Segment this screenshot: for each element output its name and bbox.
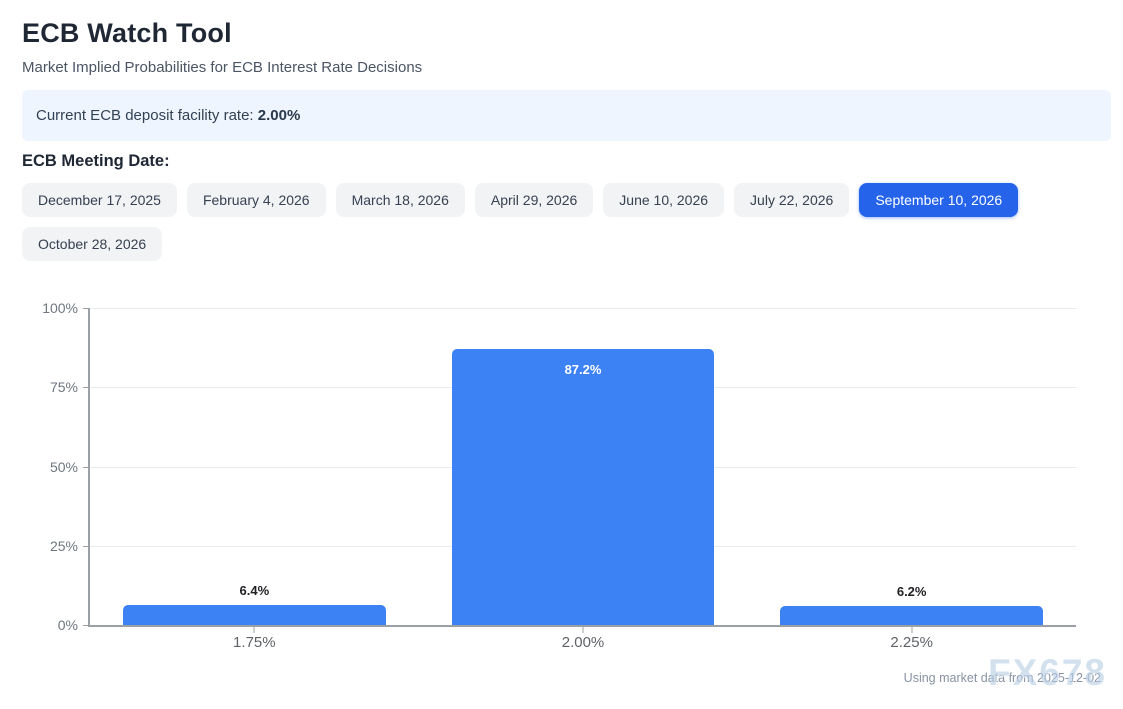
x-axis-label: 2.00% <box>561 634 605 652</box>
x-axis-tick <box>911 627 913 634</box>
x-axis-label: 2.25% <box>890 634 933 652</box>
meeting-date-button[interactable]: June 10, 2026 <box>603 183 725 218</box>
probability-chart: 0% 25% 50% 75% 100% 6.4% 1.75% 87.2% 2.00% 6.2% 2.… <box>22 300 1076 651</box>
probability-bar[interactable] <box>451 348 715 626</box>
page-title: ECB Watch Tool <box>22 18 232 48</box>
y-axis-label: 50% <box>49 458 78 475</box>
y-axis-label: 25% <box>49 537 78 554</box>
current-rate-banner: Current ECB deposit facility rate: 2.00% <box>22 90 1111 141</box>
y-axis-tick <box>83 466 89 468</box>
y-axis-label: 100% <box>42 300 78 317</box>
probability-bar[interactable] <box>780 605 1044 626</box>
gridline <box>90 308 1076 310</box>
bar-value-label: 6.4% <box>239 582 270 598</box>
y-axis-tick <box>83 625 89 627</box>
meeting-date-button[interactable]: October 28, 2026 <box>22 227 163 262</box>
x-axis-tick <box>582 627 584 634</box>
bar-value-label: 6.2% <box>896 583 927 599</box>
y-axis-tick <box>83 545 89 547</box>
current-rate-value: 2.00% <box>257 107 301 124</box>
meeting-date-button-selected[interactable]: September 10, 2026 <box>859 183 1019 218</box>
meeting-date-list: December 17, 2025 February 4, 2026 March 1… <box>22 183 1101 262</box>
x-axis-label: 1.75% <box>233 634 276 652</box>
y-axis-label: 0% <box>57 617 78 634</box>
meeting-date-button[interactable]: April 29, 2026 <box>474 183 594 218</box>
y-axis-tick <box>83 387 89 389</box>
meeting-date-button[interactable]: December 17, 2025 <box>22 183 177 218</box>
page-subtitle: Market Implied Probabilities for ECB Int… <box>22 59 423 76</box>
meeting-date-heading: ECB Meeting Date: <box>22 152 170 170</box>
current-rate-label: Current ECB deposit facility rate: <box>36 107 258 124</box>
chart-plot-area: 0% 25% 50% 75% 100% 6.4% 1.75% 87.2% 2.00% 6.2% 2.… <box>42 300 1076 651</box>
data-date-note: Using market data from 2025-12-02 <box>903 671 1101 686</box>
probability-bar[interactable] <box>122 604 386 626</box>
y-axis-label: 75% <box>49 379 78 396</box>
meeting-date-button[interactable]: July 22, 2026 <box>734 183 850 218</box>
chart-footer: Using market data from 2025-12-02 FX678 <box>22 652 1105 709</box>
meeting-date-button[interactable]: February 4, 2026 <box>186 183 326 218</box>
meeting-date-button[interactable]: March 18, 2026 <box>335 183 465 218</box>
x-axis-tick <box>253 627 255 634</box>
bar-value-label: 87.2% <box>564 361 602 377</box>
y-axis-tick <box>83 308 89 310</box>
